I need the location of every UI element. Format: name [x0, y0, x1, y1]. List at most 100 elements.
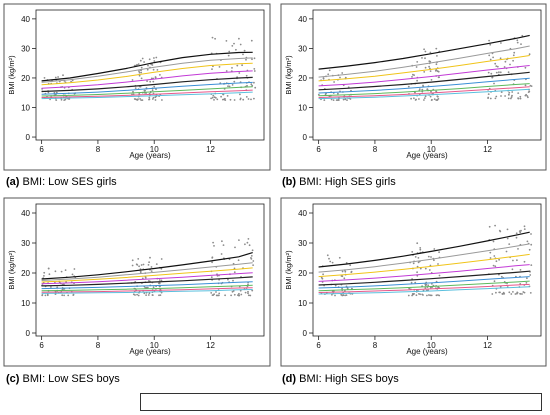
data-point	[224, 294, 227, 297]
data-point	[438, 251, 440, 254]
data-point	[428, 294, 430, 296]
x-tick-label: 6	[316, 145, 321, 154]
data-point	[210, 292, 213, 294]
data-point	[56, 286, 59, 289]
data-point	[508, 91, 511, 94]
caption-c: (c) BMI: Low SES boys	[6, 373, 120, 385]
data-point	[524, 66, 527, 69]
data-point	[139, 59, 142, 62]
data-point	[332, 99, 335, 101]
data-point	[153, 57, 155, 59]
data-point	[492, 240, 495, 243]
percentile-line-95	[318, 45, 530, 78]
data-point	[419, 267, 422, 270]
x-tick-label: 10	[150, 341, 159, 350]
data-point	[247, 238, 250, 240]
data-point	[435, 90, 437, 93]
x-axis-label: Age (years)	[129, 347, 171, 356]
data-point	[491, 76, 494, 79]
data-point	[132, 90, 134, 93]
data-point	[249, 294, 252, 297]
data-point	[424, 57, 426, 60]
data-point	[135, 263, 138, 266]
data-point	[524, 84, 527, 87]
caption-c-letter: (c)	[6, 373, 20, 385]
data-point	[210, 97, 213, 100]
data-point	[492, 264, 495, 267]
data-point	[247, 283, 249, 286]
percentile-line-5	[318, 283, 530, 293]
y-tick-label: 40	[21, 209, 30, 218]
data-point	[520, 43, 522, 45]
data-point	[345, 294, 348, 296]
data-point	[341, 287, 343, 290]
data-point	[502, 291, 505, 294]
data-point	[321, 277, 324, 280]
data-point	[434, 69, 437, 72]
data-point	[46, 294, 49, 297]
data-point	[57, 76, 59, 78]
percentile-line-25	[318, 276, 530, 289]
data-point	[53, 91, 56, 94]
data-point	[43, 77, 46, 79]
data-point	[418, 98, 420, 100]
data-point	[158, 294, 160, 297]
y-tick-label: 30	[21, 44, 30, 53]
data-point	[510, 97, 512, 100]
data-point	[344, 290, 346, 292]
data-point	[344, 98, 347, 101]
percentile-line-50	[41, 76, 253, 93]
caption-d-letter: (d)	[282, 373, 297, 385]
data-point	[349, 98, 352, 100]
data-point	[137, 63, 140, 65]
data-point	[213, 293, 216, 296]
data-point	[337, 92, 339, 95]
data-point	[47, 267, 50, 270]
percentile-line-10	[318, 280, 530, 292]
data-point	[345, 262, 348, 264]
data-point	[515, 232, 518, 235]
data-point	[523, 225, 526, 228]
percentile-line-50	[41, 276, 253, 287]
data-point	[519, 97, 522, 100]
data-point	[218, 294, 220, 297]
y-tick-label: 30	[21, 239, 30, 248]
data-point	[488, 225, 491, 228]
data-point	[427, 255, 430, 258]
data-point	[225, 70, 228, 72]
data-point	[412, 73, 414, 76]
data-point	[231, 84, 234, 86]
data-point	[55, 91, 58, 94]
data-point	[148, 280, 150, 282]
data-point	[231, 67, 233, 69]
data-point	[228, 85, 231, 88]
data-point	[247, 98, 250, 100]
data-point	[530, 243, 533, 246]
data-point	[413, 97, 415, 100]
data-point	[250, 257, 252, 259]
data-point	[414, 281, 417, 284]
data-point	[47, 91, 50, 94]
data-point	[438, 274, 441, 277]
data-point	[153, 85, 156, 88]
data-point	[421, 293, 424, 296]
x-tick-label: 8	[96, 145, 101, 154]
data-point	[250, 39, 253, 42]
data-point	[525, 282, 528, 284]
data-point	[60, 98, 63, 101]
data-point	[215, 291, 217, 293]
data-point	[490, 72, 493, 75]
data-point	[512, 259, 514, 262]
data-point	[50, 286, 52, 288]
percentile-line-50	[318, 270, 530, 286]
data-point	[213, 99, 215, 101]
data-point	[239, 98, 242, 101]
data-point	[505, 250, 508, 253]
data-point	[528, 248, 531, 251]
y-tick-label: 40	[298, 209, 307, 218]
data-point	[506, 282, 508, 285]
data-point	[336, 99, 339, 101]
y-tick-label: 40	[298, 15, 307, 24]
data-point	[155, 263, 158, 265]
data-point	[526, 277, 528, 280]
